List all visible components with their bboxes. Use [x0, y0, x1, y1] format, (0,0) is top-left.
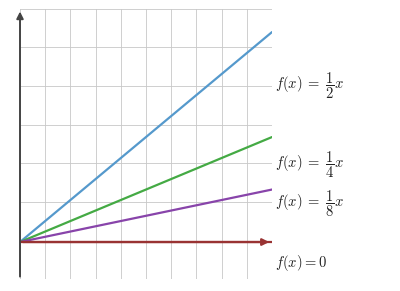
Text: $f(x)\;=\;\dfrac{1}{2}x$: $f(x)\;=\;\dfrac{1}{2}x$	[275, 70, 344, 101]
Text: $f(x)=0$: $f(x)=0$	[275, 253, 327, 273]
Text: $f(x)\;=\;\dfrac{1}{8}x$: $f(x)\;=\;\dfrac{1}{8}x$	[275, 189, 344, 219]
Text: $f(x)\;=\;\dfrac{1}{4}x$: $f(x)\;=\;\dfrac{1}{4}x$	[275, 150, 344, 180]
